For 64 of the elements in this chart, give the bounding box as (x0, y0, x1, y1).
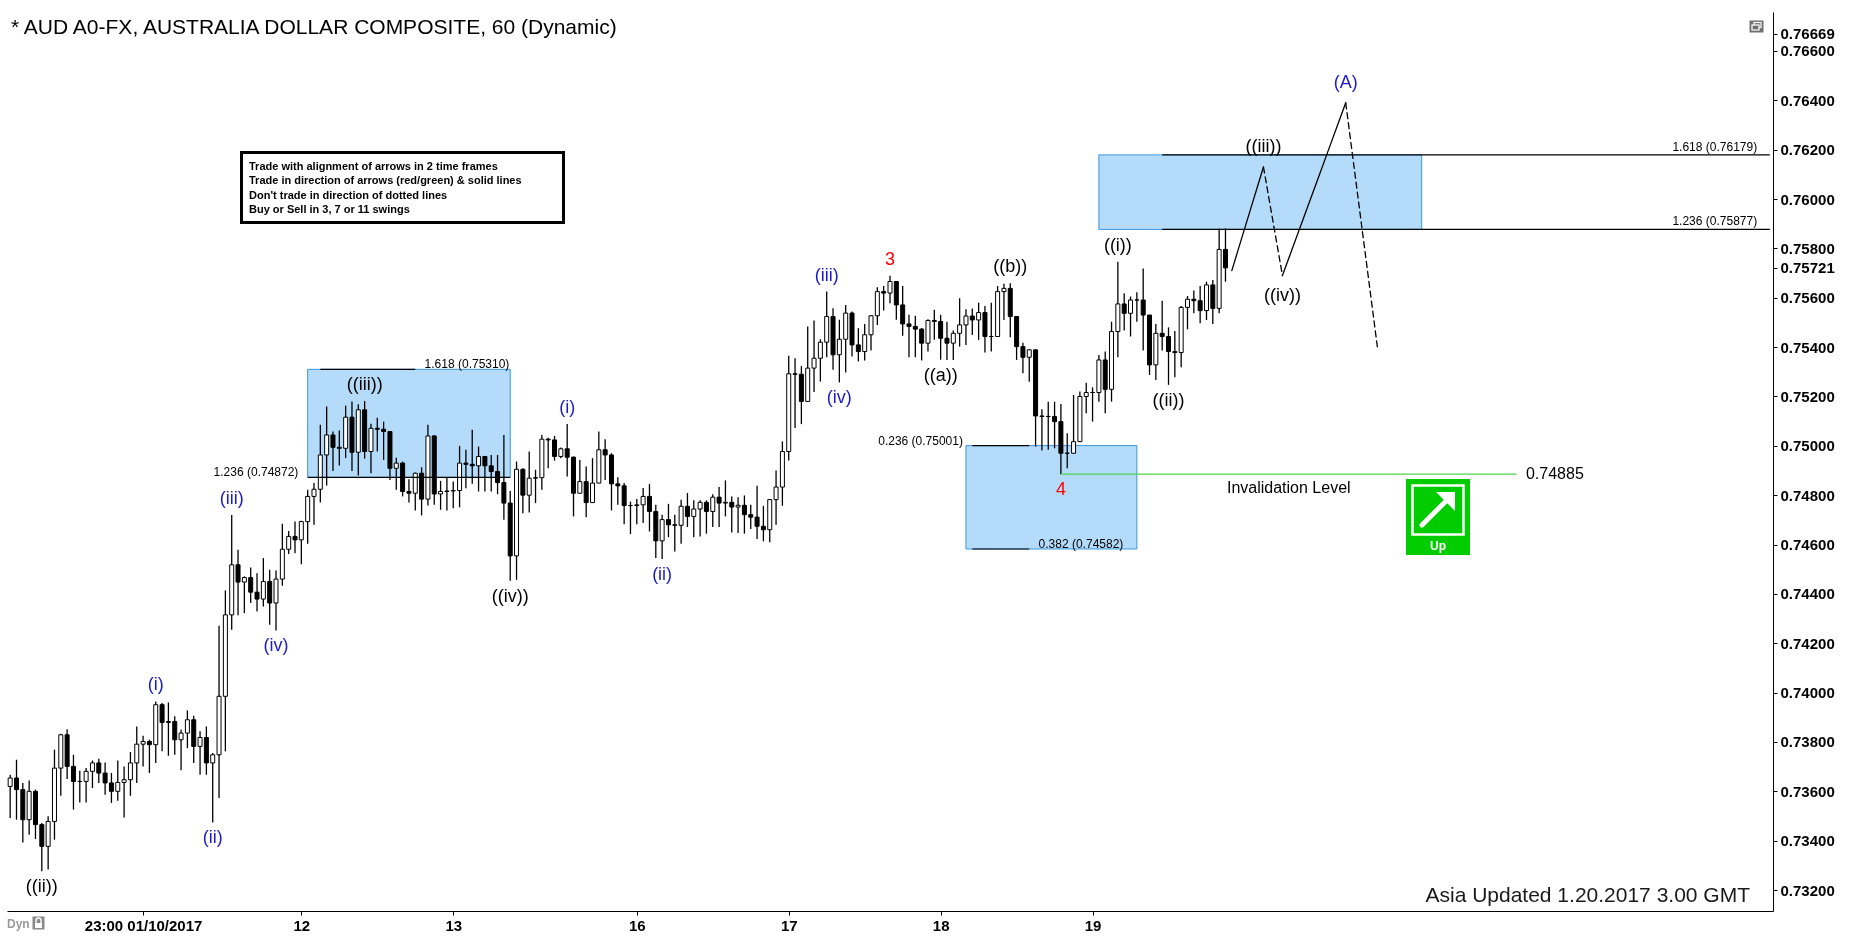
y-tick-label: 0.75200 (1780, 387, 1835, 405)
annotation: (iv) (826, 387, 852, 408)
y-tick-label: 0.74000 (1780, 684, 1835, 702)
text: Dyn (7, 917, 30, 931)
annotation: (A) (1333, 71, 1358, 92)
annotation: (iii) (219, 487, 244, 508)
y-tick-label: 0.76000 (1780, 190, 1835, 208)
y-tick-label: 0.73600 (1780, 782, 1835, 800)
annotation: ((i)) (1103, 234, 1132, 255)
x-tick-label: 18 (932, 916, 950, 934)
y-tick-label: 0.76400 (1780, 91, 1835, 109)
x-tick-label: 16 (628, 916, 646, 934)
annotation: 4 (1055, 479, 1066, 500)
y-tick-label: 0.75800 (1780, 239, 1835, 257)
annotation: 3 (884, 248, 896, 269)
y-tick-label: 0.76200 (1780, 141, 1835, 159)
annotation: (i) (559, 397, 576, 418)
annotation: Invalidation Level (1226, 479, 1351, 497)
annotation: ((iii)) (346, 373, 383, 394)
annotation: ((iv)) (1263, 284, 1301, 305)
y-tick-label: 0.74800 (1780, 486, 1835, 504)
annotation: ((iv)) (491, 585, 529, 606)
annotation: (iii) (814, 264, 839, 285)
ref-line-label: 0.74885 (1525, 465, 1584, 483)
annotation: (ii) (652, 564, 673, 585)
annotation: ((ii)) (25, 876, 58, 897)
annotation: (ii) (202, 827, 223, 848)
y-tick-label: 0.75721 (1780, 259, 1835, 277)
ref-line-label: 1.618 (0.75310) (424, 357, 510, 372)
ref-line-label: 1.236 (0.75877) (1672, 214, 1758, 229)
ref-line-label: 0.382 (0.74582) (1038, 536, 1124, 551)
ref-line-label: 1.618 (0.76179) (1672, 139, 1758, 154)
annotation: ((ii)) (1152, 389, 1185, 410)
y-tick-label: 0.74600 (1780, 536, 1835, 554)
annotation: ((b)) (993, 256, 1028, 277)
y-tick-label: 0.73800 (1780, 733, 1835, 751)
ref-line-label: 1.236 (0.74872) (213, 465, 299, 480)
x-tick-label: 23:00 01/10/2017 (84, 916, 203, 934)
x-tick-label: 19 (1084, 916, 1102, 934)
ref-line-label: 0.236 (0.75001) (878, 433, 963, 448)
annotation: (i) (147, 674, 164, 695)
annotation: Trade with alignment of arrows in 2 time frames (249, 159, 499, 174)
y-tick-label: 0.75600 (1780, 289, 1835, 307)
badge: Up (1406, 479, 1470, 555)
y-tick-label: 0.76669 (1780, 25, 1835, 43)
annotation: Asia Updated 1.20.2017 3.00 GMT (1425, 883, 1750, 907)
y-tick-label: 0.75000 (1780, 437, 1835, 455)
annotation: Up (1429, 539, 1447, 553)
x-tick-label: 17 (780, 916, 798, 934)
y-tick-label: 0.74200 (1780, 634, 1835, 652)
y-tick-label: 0.75400 (1780, 338, 1835, 356)
annotation: ((a)) (923, 364, 958, 385)
x-tick-label: 12 (293, 916, 311, 934)
annotation: Buy or Sell in 3, 7 or 11 swings (249, 201, 411, 217)
y-tick-label: 0.73200 (1780, 881, 1835, 899)
y-tick-label: 0.74400 (1780, 585, 1835, 603)
y-tick-label: 0.73400 (1780, 832, 1835, 850)
chart-title: * AUD A0-FX, AUSTRALIA DOLLAR COMPOSITE, 60 (Dynamic) (11, 15, 617, 38)
annotation: Don't trade in direction of dotted lines (249, 187, 449, 202)
x-tick-label: 13 (445, 916, 463, 934)
annotation: (iv) (263, 635, 289, 656)
annotation: Trade in direction of arrows (red/green) & solid lines (249, 173, 523, 188)
y-tick-label: 0.76600 (1780, 42, 1835, 60)
annotation: ((iii)) (1245, 135, 1282, 156)
